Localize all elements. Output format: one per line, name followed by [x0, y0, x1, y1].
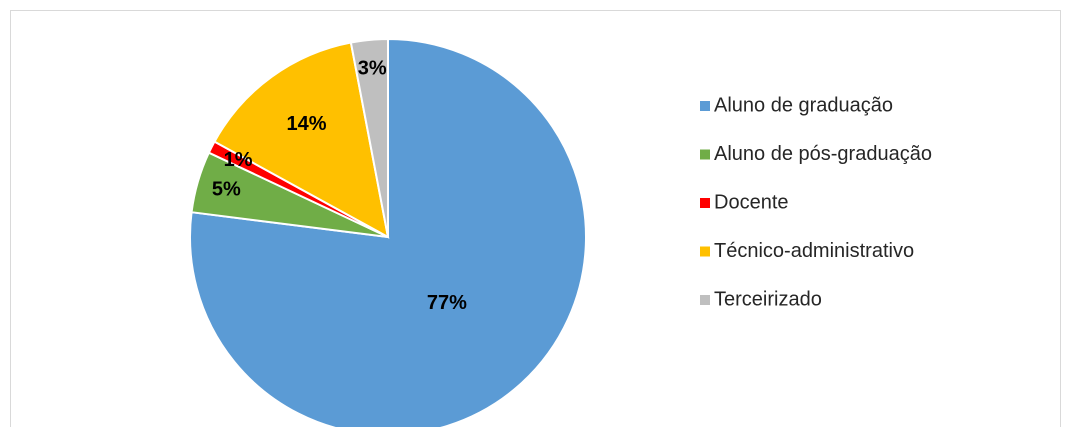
legend-label: Aluno de graduação: [714, 94, 893, 116]
legend-swatch: [700, 198, 710, 208]
legend-swatch: [700, 149, 710, 160]
legend-swatch: [700, 295, 710, 305]
legend-label: Docente: [714, 191, 789, 213]
pie-slice: [349, 37, 389, 238]
legend-swatch: [700, 246, 710, 257]
legend-swatch: [700, 101, 710, 111]
pie-slice: [189, 37, 587, 427]
legend-label: Aluno de pós-graduação: [714, 143, 932, 165]
data-label: 14%: [287, 113, 327, 135]
legend-label: Técnico-administrativo: [714, 240, 914, 262]
data-label: 3%: [358, 58, 387, 80]
data-label: 1%: [224, 149, 253, 171]
pie-slice: [213, 41, 390, 239]
data-label: 5%: [212, 178, 241, 200]
legend-label: Terceirizado: [714, 288, 822, 310]
data-label: 77%: [427, 292, 467, 314]
chart-frame: [10, 10, 1061, 427]
